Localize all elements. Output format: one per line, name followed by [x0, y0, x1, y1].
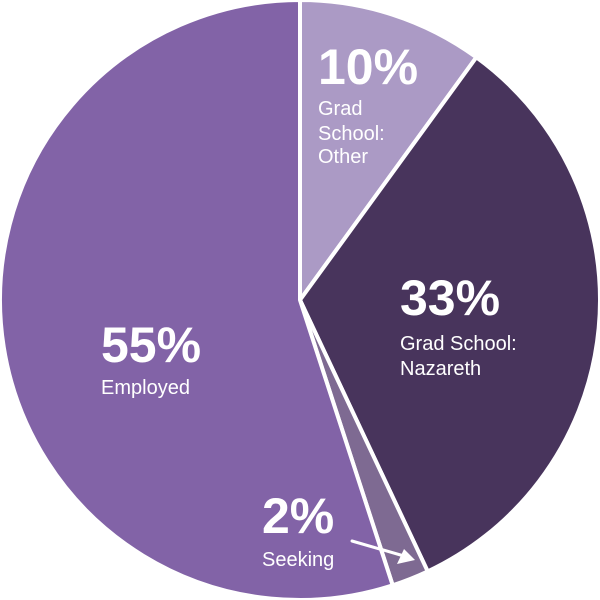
arrow-pointer	[350, 539, 406, 558]
slice-percent-label: 33%	[400, 270, 500, 326]
slice-percent-label: 55%	[101, 317, 201, 373]
slice-category-label: Nazareth	[400, 358, 481, 380]
slice-category-label: Other	[318, 146, 368, 168]
slice-label-employed: 55% Employed	[101, 317, 201, 399]
slice-category-label: School:	[318, 123, 385, 145]
arrowhead	[397, 549, 415, 564]
pie-slice	[298, 0, 479, 302]
slice-label-seeking: 2% Seeking	[262, 488, 415, 571]
slice-percent-label: 10%	[318, 39, 418, 95]
slice-label-grad-school-nazareth: 33% Grad School: Nazareth	[400, 270, 517, 380]
slice-percent-label: 2%	[262, 488, 334, 544]
slice-category-label: Grad School:	[400, 333, 517, 355]
slice-category-label: Grad	[318, 98, 362, 120]
slice-category-label: Employed	[101, 377, 190, 399]
slice-category-label: Seeking	[262, 549, 334, 571]
slice-label-grad-school-other: 10% Grad School: Other	[318, 39, 418, 168]
pie-slice	[0, 0, 395, 600]
pie-slice	[298, 55, 600, 574]
